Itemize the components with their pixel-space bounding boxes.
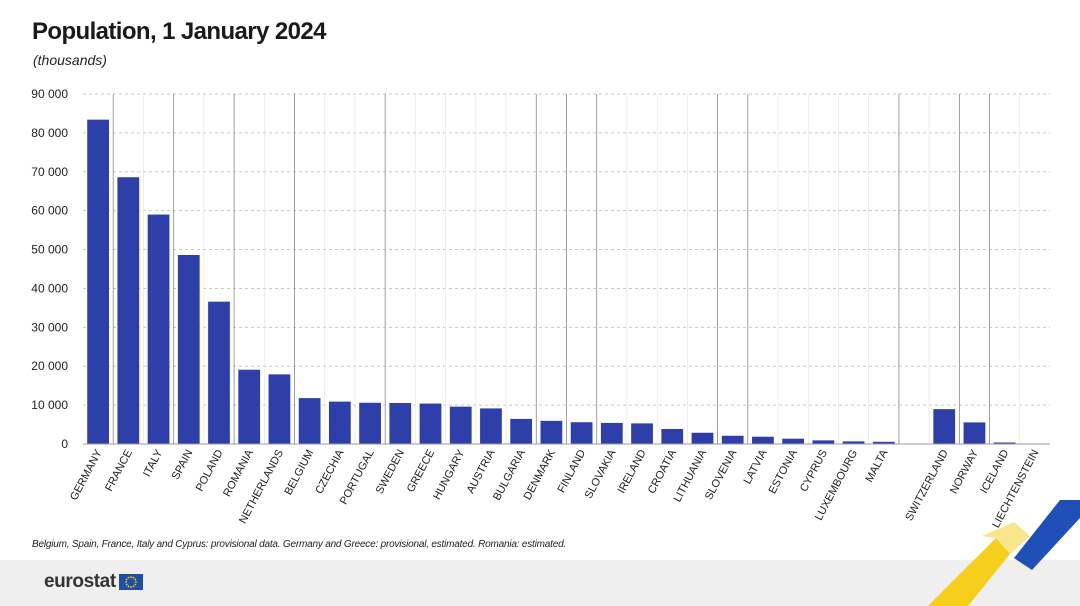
bar-netherlands <box>268 374 291 444</box>
x-tick-label: GERMANY <box>68 447 105 502</box>
y-tick-label: 30 000 <box>31 320 68 334</box>
y-tick-label: 10 000 <box>31 398 68 412</box>
x-tick-label: FINLAND <box>556 448 589 495</box>
bar-cyprus <box>812 440 835 444</box>
bar-luxembourg <box>842 441 865 444</box>
bar-italy <box>147 214 170 444</box>
x-tick-label: ROMANIA <box>221 447 256 499</box>
x-tick-label: SWEDEN <box>374 448 407 496</box>
bar-spain <box>177 255 200 444</box>
bar-estonia <box>782 438 805 444</box>
x-tick-label: LATVIA <box>742 447 770 486</box>
bar-belgium <box>298 398 321 444</box>
x-tick-label: IRELAND <box>616 448 649 496</box>
y-tick-label: 80 000 <box>31 126 68 140</box>
x-tick-label: SLOVENIA <box>703 447 740 502</box>
x-tick-label: SPAIN <box>170 448 196 482</box>
bar-slovenia <box>721 435 744 444</box>
y-tick-label: 40 000 <box>31 281 68 295</box>
bar-czechia <box>328 401 351 444</box>
bar-hungary <box>449 406 472 444</box>
x-tick-label: ESTONIA <box>767 447 800 496</box>
x-tick-label: ITALY <box>141 447 165 479</box>
x-tick-label: DENMARK <box>522 447 559 502</box>
y-tick-label: 50 000 <box>31 243 68 257</box>
y-tick-label: 0 <box>61 437 68 451</box>
bar-sweden <box>389 402 412 444</box>
x-tick-label: POLAND <box>194 448 226 494</box>
bar-austria <box>480 408 502 444</box>
bar-croatia <box>661 428 684 444</box>
x-tick-label: SLOVAKIA <box>583 447 619 501</box>
bar-slovakia <box>600 422 623 444</box>
corner-decoration-icon <box>928 500 1080 606</box>
bar-denmark <box>540 420 563 444</box>
population-bar-chart: 0 10 000 20 000 30 000 40 000 50 000 60 000 70 … <box>31 87 1050 530</box>
bar-malta <box>872 441 895 444</box>
bar-portugal <box>359 402 381 444</box>
y-tick-label: 70 000 <box>31 165 68 179</box>
bar-norway <box>963 422 986 444</box>
bar-finland <box>570 422 593 444</box>
x-tick-label: HUNGARY <box>431 447 468 502</box>
x-tick-label: CZECHIA <box>313 447 347 496</box>
x-tick-label: ICELAND <box>978 448 1011 496</box>
y-axis-ticks: 0 10 000 20 000 30 000 40 000 50 000 60 000 70 … <box>31 87 68 451</box>
bar-greece <box>419 403 442 444</box>
x-tick-label: BELGIUM <box>282 448 316 497</box>
eu-flag-icon <box>118 574 143 590</box>
bar-lithuania <box>691 432 714 444</box>
footer-bar: eurostat <box>0 560 1080 606</box>
chart-subtitle: (thousands) <box>33 52 107 68</box>
chart-footnote: Belgium, Spain, France, Italy and Cyprus… <box>32 539 567 550</box>
eurostat-wordmark: eurostat <box>44 571 116 592</box>
bar-romania <box>238 369 261 444</box>
x-tick-label: NORWAY <box>948 447 981 496</box>
bar-germany <box>87 119 109 445</box>
x-tick-label: CYPRUS <box>798 448 830 494</box>
bar-latvia <box>752 436 774 444</box>
y-tick-label: 90 000 <box>31 87 68 101</box>
eurostat-logo: eurostat <box>44 571 143 593</box>
y-tick-label: 60 000 <box>31 204 68 218</box>
bar-bulgaria <box>510 418 533 444</box>
bar-france <box>117 177 140 444</box>
bar-ireland <box>631 423 653 444</box>
x-tick-label: MALTA <box>863 447 890 484</box>
group-separators <box>112 94 990 444</box>
x-tick-label: AUSTRIA <box>465 447 498 495</box>
bar-switzerland <box>933 409 956 444</box>
x-tick-label: CROATIA <box>646 447 679 496</box>
y-tick-label: 20 000 <box>31 359 68 373</box>
x-tick-label: FRANCE <box>103 448 135 494</box>
bar-iceland <box>993 442 1016 444</box>
x-tick-label: GREECE <box>405 448 437 495</box>
bars <box>87 119 1046 445</box>
chart-title: Population, 1 January 2024 <box>32 18 326 45</box>
bar-poland <box>208 301 230 444</box>
